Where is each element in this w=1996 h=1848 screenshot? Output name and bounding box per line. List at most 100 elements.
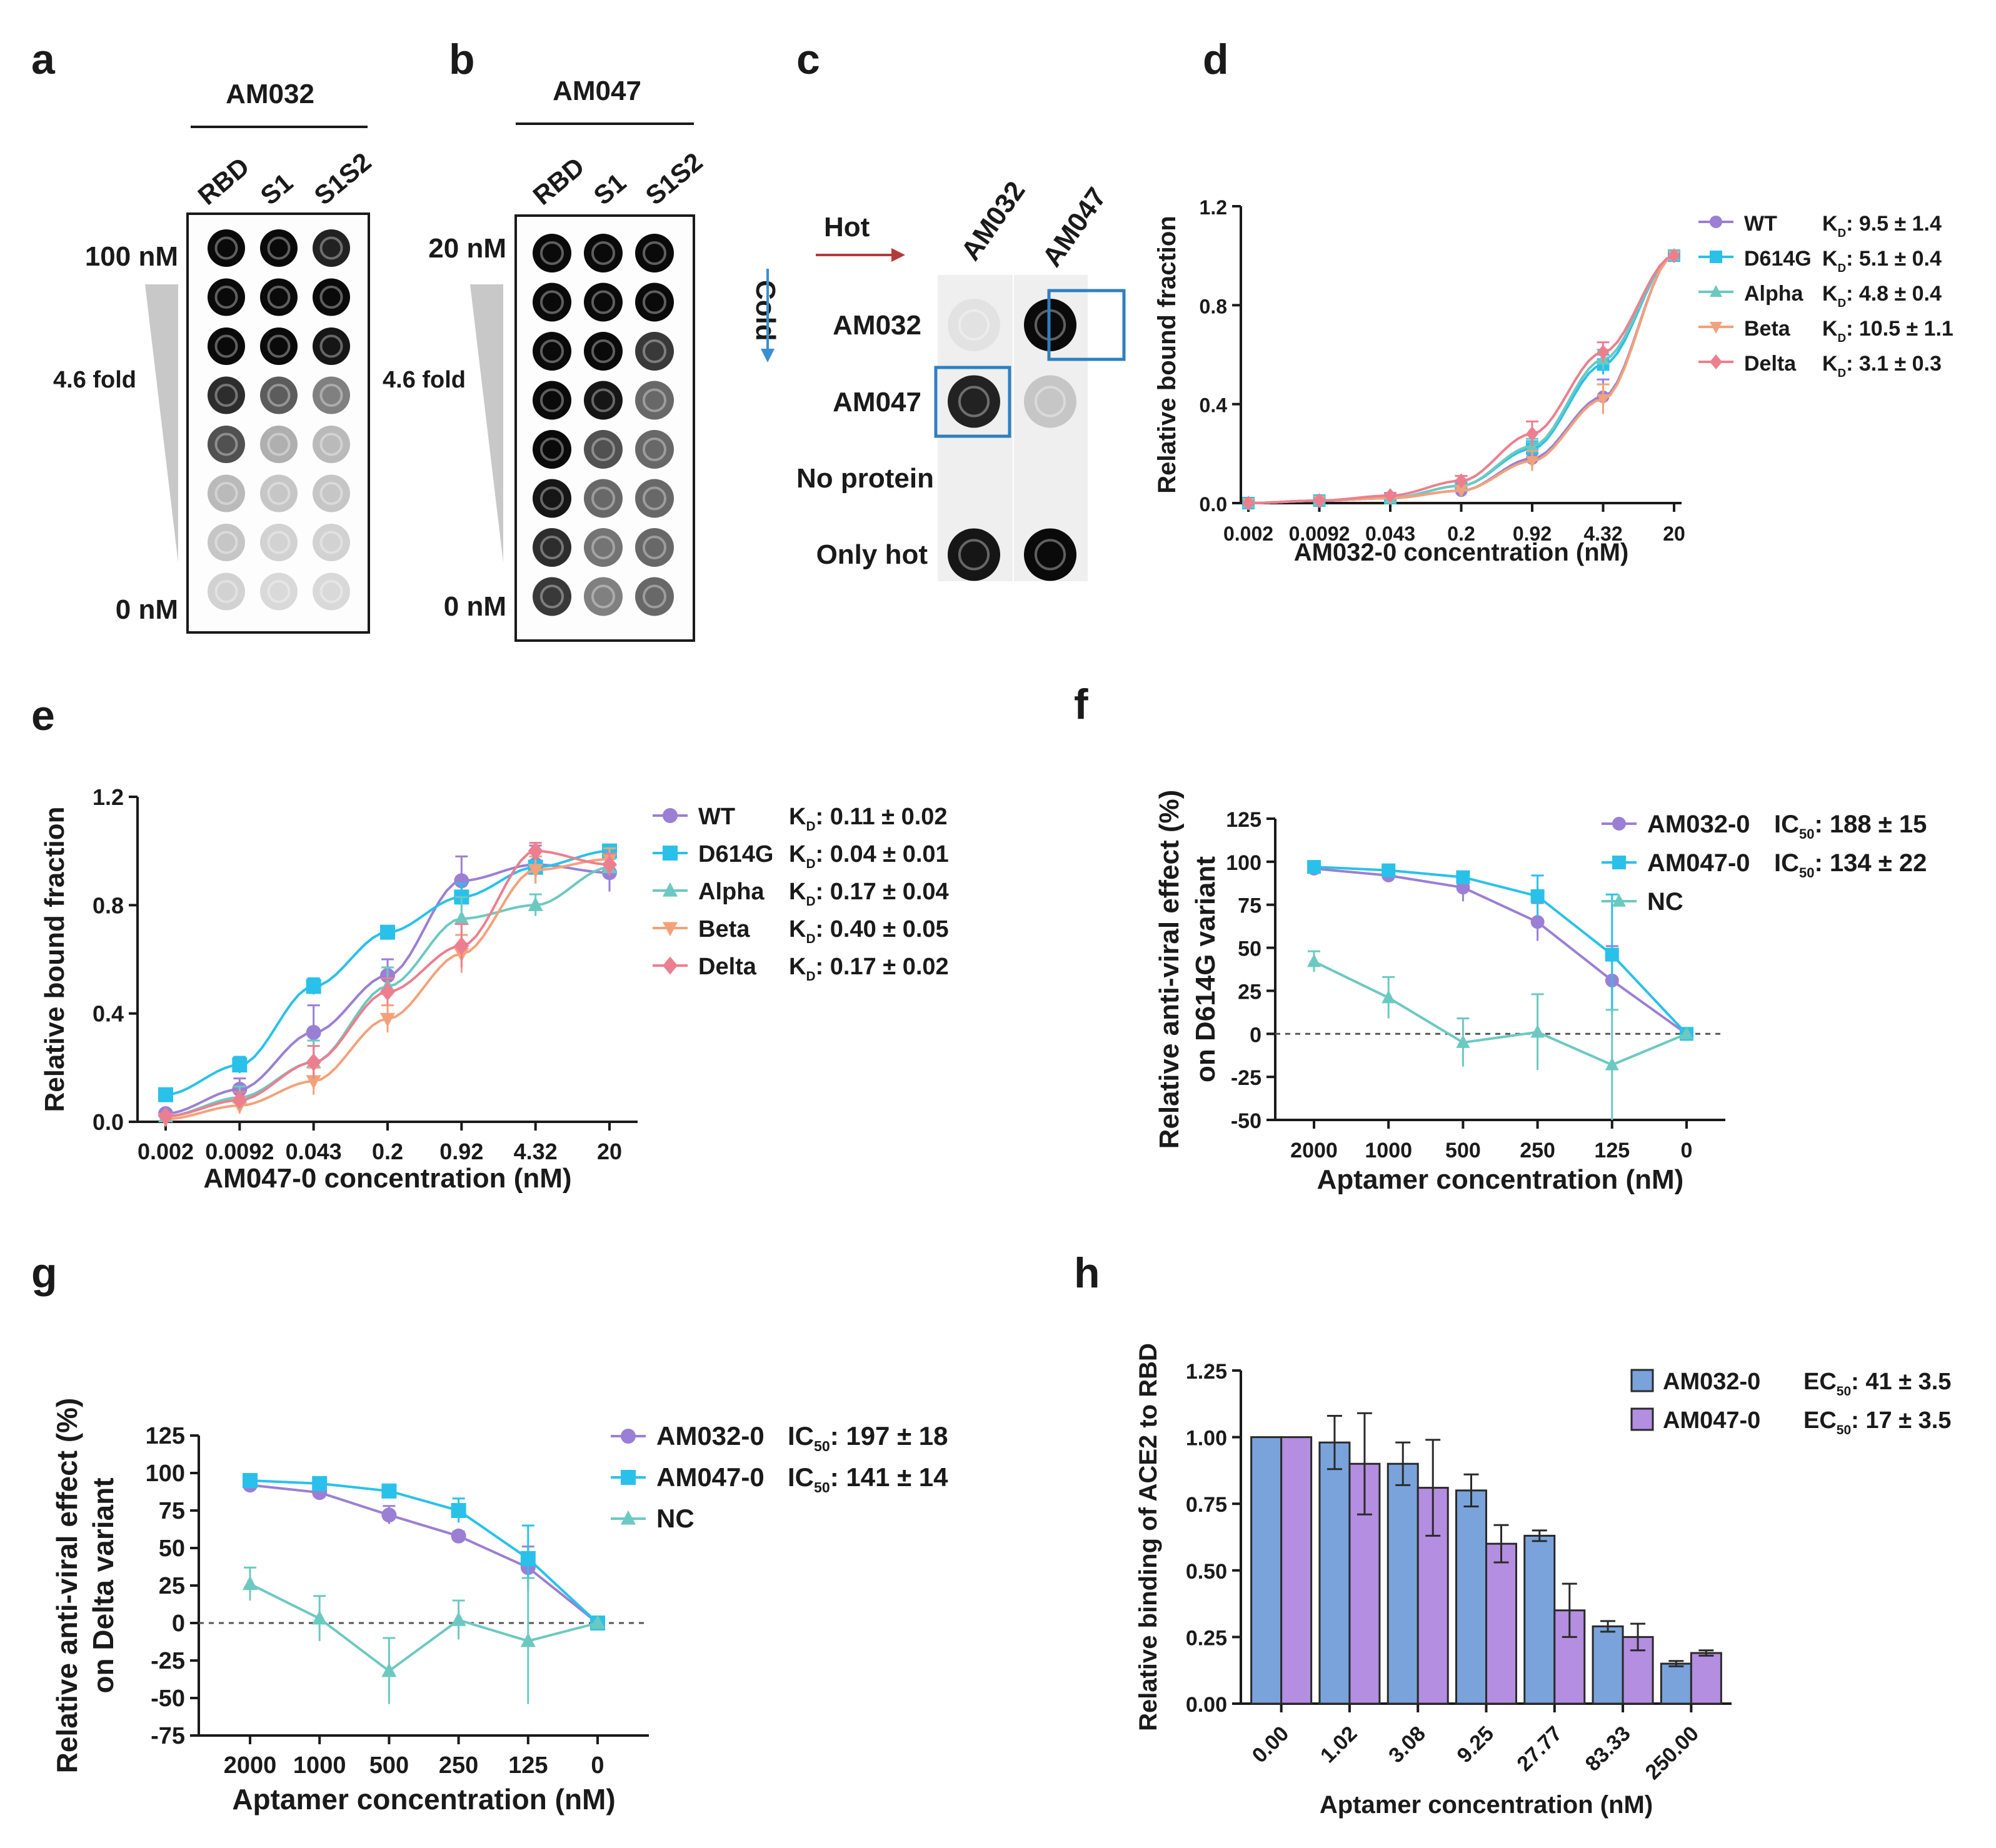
blot-c-hot-arrowhead [891,248,905,262]
blot-b-dot-r5-c0 [533,479,571,518]
blot-a-dot-r7-c1 [260,572,298,611]
panel-letter-b: b [449,36,475,83]
blot-b-dot-ring-r0-c0 [539,241,564,266]
blot-b-dot-ring-r3-c0 [539,388,564,412]
chart-g-series-line-0 [249,1484,599,1624]
chart-e-legend-kd-1: KD: 0.04 ± 0.01 [789,841,949,871]
blot-b-dot-ring-r6-c2 [642,535,667,560]
blot-a-dot-ring-r6-c2 [319,531,343,554]
chart-d-legend-label-3: Beta [1744,317,1791,341]
blot-b-dot-r3-c2 [635,381,674,420]
chart-g-legend-marker-0 [621,1429,636,1444]
blot-b-dot-r7-c0 [533,577,571,616]
chart-g-point-2-5 [590,1614,605,1629]
chart-g-y-tick-label-5: 50 [159,1536,185,1562]
blot-a-col-label-s1s2: S1S2 [309,147,377,211]
chart-d-point-4-6 [1668,248,1680,264]
chart-e-point-1-3 [380,924,395,940]
chart-f-legend-label-2: NC [1647,888,1683,916]
blot-a-dot-ring-r6-c0 [214,531,238,554]
panel-letter-g: g [31,1249,58,1297]
chart-f-y-axis-label: Relative anti-viral effect (%) [1154,790,1185,1149]
chart-g-point-2-1 [312,1610,328,1625]
chart-e-point-3-5 [528,864,543,879]
panel-letter-h: h [1074,1249,1100,1297]
chart-f-legend-marker-2 [1612,893,1626,907]
blot-b-dot-ring-r5-c1 [591,486,616,511]
chart-g-point-1-3 [451,1503,466,1518]
blot-a-dot-ring-r5-c2 [319,482,343,505]
chart-g-y-tick-label-1: -50 [151,1686,185,1712]
chart-f-y-tick-label-1: -25 [1231,1066,1261,1090]
chart-e: 0.0 0.4 0.8 1.2 0.002 0.0092 0.043 0.2 0.92 4.32 2… [39,784,949,1194]
blot-b-dot-ring-r2-c0 [539,339,564,364]
chart-d-x-tick-label-3: 0.2 [1447,522,1475,545]
chart-g-point-1-2 [381,1483,397,1499]
blot-a-dot-ring-r4-c0 [214,432,238,456]
blot-panel-b: AM047 RBD S1 S1S2 20 nM 0 nM 4.6 fold [383,76,708,642]
chart-e-point-4-5 [528,842,543,861]
blot-b-dot-r6-c1 [584,528,623,567]
chart-h-bar-1-6 [1690,1652,1722,1705]
blot-c-col-label-am032: AM032 [955,176,1031,266]
blot-b-dot-r2-c0 [533,332,571,371]
chart-e-x-tick-label-0: 0.002 [138,1139,194,1164]
blot-b-dot-ring-r3-c2 [642,388,667,412]
chart-h-y-tick-label-0: 0.00 [1186,1693,1227,1717]
chart-g-y-tick-label-6: 75 [159,1498,185,1524]
blot-c-dot-r1-c0 [948,375,1000,428]
chart-g-x-tick-label-4: 125 [508,1752,548,1779]
blot-a-dot-r3-c0 [208,376,245,414]
panel-letter-e: e [31,692,55,739]
chart-g-legend-ic-1: IC50: 141 ± 14 [788,1462,948,1496]
blot-b-dot-ring-r7-c1 [591,584,616,609]
blot-b-dot-r5-c1 [584,479,623,518]
blot-c-highlight-box-1 [1047,289,1126,361]
chart-f-x-tick-label-5: 0 [1681,1139,1693,1162]
chart-h-y-axis-label: Relative binding of ACE2 to RBD [1135,1343,1162,1731]
blot-c-col-label-am047: AM047 [1036,182,1112,272]
blot-b-dot-ring-r3-c1 [591,388,616,412]
blot-a-dot-r6-c0 [208,524,245,561]
blot-c-dot-ring-r1-c1 [1034,386,1066,417]
blot-b-dot-ring-r0-c2 [642,241,667,266]
chart-g-point-1-1 [312,1476,328,1491]
blot-b-dot-ring-r4-c0 [539,437,564,462]
chart-h-y-tick-label-3: 0.75 [1186,1493,1227,1517]
blot-b-dot-r4-c1 [584,430,623,469]
chart-d-x-axis-label: AM032-0 concentration (nM) [1294,539,1629,566]
blot-a-dot-r6-c1 [260,524,298,561]
chart-f-legend-ic-1: IC50: 134 ± 22 [1774,849,1927,881]
blot-a-dot-ring-r4-c2 [319,432,343,456]
chart-g-y-tick-label-2: -25 [151,1648,185,1674]
chart-e-legend-marker-1 [663,846,678,861]
blot-a-dot-r2-c1 [260,327,298,365]
chart-h-y-tick-label-1: 0.25 [1186,1626,1227,1650]
panel-letter-a: a [31,36,56,83]
chart-e-point-2-5 [528,897,543,911]
blot-a-dots [208,229,350,611]
chart-e-x-tick-label-4: 0.92 [439,1139,483,1164]
blot-a-dot-ring-r2-c1 [267,334,291,358]
blot-c-cold-arrowhead [761,349,775,362]
chart-e-x-tick-label-5: 4.32 [514,1139,558,1164]
blot-a-dot-ring-r1-c2 [319,286,343,309]
blot-a-dot-ring-r3-c0 [214,384,238,407]
chart-h-x-tick-label-1: 1.02 [1316,1722,1362,1768]
chart-d-x-tick-label-6: 20 [1663,522,1685,545]
blot-a-dot-ring-r0-c0 [214,236,238,260]
chart-f-legend-ic-0: IC50: 188 ± 15 [1774,811,1927,842]
chart-e-point-1-2 [306,979,321,994]
blot-a-dot-r2-c0 [208,327,245,365]
chart-h-x-tick-label-4: 27.77 [1512,1722,1567,1776]
chart-g-legend-marker-2 [621,1510,636,1525]
chart-d-legend-kd-3: KD: 10.5 ± 1.1 [1822,317,1953,344]
chart-d-legend-label-4: Delta [1744,352,1797,376]
blot-b-dot-r3-c1 [584,381,623,420]
chart-g-legend-marker-1 [621,1470,636,1485]
blot-a-dot-ring-r7-c1 [267,580,291,603]
chart-e-y-tick-label-3: 1.2 [93,784,124,810]
chart-d-point-4-0 [1242,496,1255,511]
